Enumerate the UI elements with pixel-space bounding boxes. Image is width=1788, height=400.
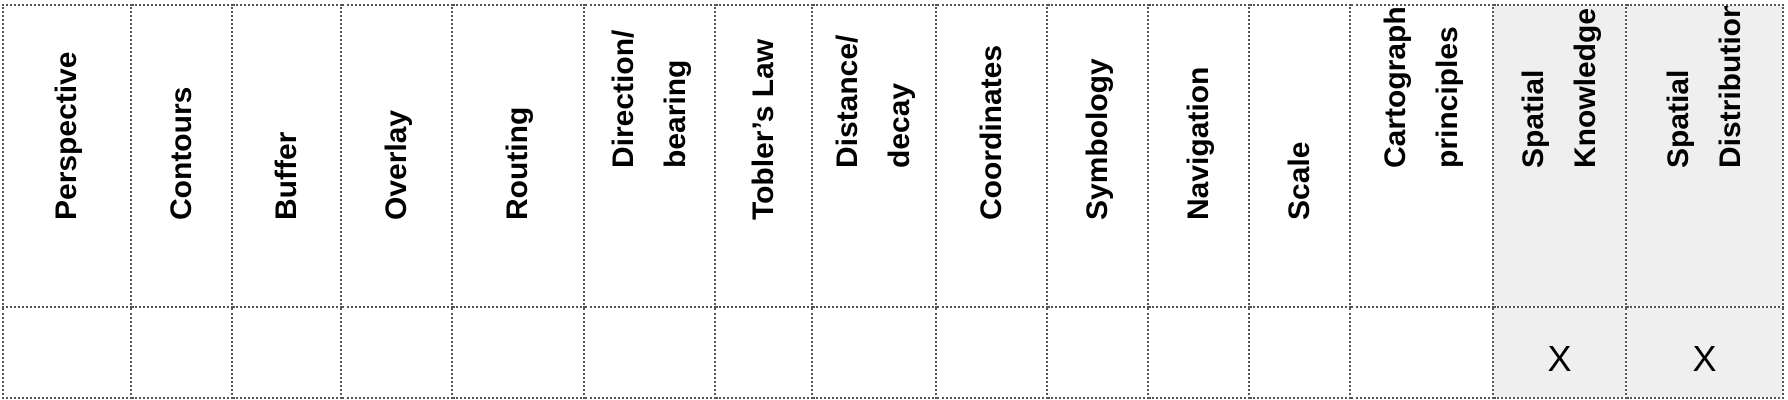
- mark-cell: [451, 306, 585, 399]
- header-cell: Contours: [130, 4, 233, 308]
- mark-cell: X: [1625, 306, 1784, 399]
- column-label: Direction/ bearing: [606, 29, 692, 168]
- column-label: Contours: [164, 86, 198, 220]
- column-label: Perspective: [50, 51, 83, 220]
- mark-cell: [340, 306, 453, 399]
- column-label: Distance/ decay: [831, 34, 916, 168]
- column-label: Buffer: [269, 131, 303, 220]
- column-label: Coordinates: [974, 44, 1008, 220]
- header-cell: Distance/ decay: [811, 4, 937, 308]
- header-cell: Cartographic principles: [1349, 4, 1494, 308]
- column-label: Routing: [501, 106, 534, 220]
- header-cell: Routing: [451, 4, 585, 308]
- column-label: Tobler’s Law: [746, 38, 780, 220]
- column-label: Cartographic principles: [1378, 5, 1464, 168]
- mark-row: X X: [2, 306, 1784, 399]
- mark-value: X: [1547, 337, 1572, 379]
- header-cell: Tobler’s Law: [714, 4, 813, 308]
- concept-table: Perspective Contours Buffer Overlay Rout…: [2, 4, 1784, 399]
- mark-cell: [1248, 306, 1351, 399]
- column-label: Symbology: [1080, 58, 1114, 220]
- header-cell: Coordinates: [935, 4, 1048, 308]
- mark-cell: [583, 306, 716, 399]
- mark-cell: X: [1492, 306, 1627, 399]
- mark-cell: [130, 306, 233, 399]
- mark-cell: [1349, 306, 1494, 399]
- column-label: Spatial Distribution: [1661, 5, 1747, 168]
- mark-cell: [935, 306, 1048, 399]
- header-cell: Overlay: [340, 4, 453, 308]
- column-label: Spatial Knowledge: [1516, 7, 1602, 168]
- mark-cell: [2, 306, 132, 399]
- mark-cell: [1147, 306, 1250, 399]
- header-cell: Perspective: [2, 4, 132, 308]
- header-cell: Spatial Distribution: [1625, 4, 1784, 308]
- header-row: Perspective Contours Buffer Overlay Rout…: [2, 4, 1784, 308]
- header-cell: Buffer: [231, 4, 342, 308]
- column-label: Scale: [1282, 141, 1316, 220]
- header-cell: Spatial Knowledge: [1492, 4, 1627, 308]
- header-cell: Symbology: [1046, 4, 1149, 308]
- mark-cell: [231, 306, 342, 399]
- column-label: Navigation: [1181, 66, 1215, 220]
- header-cell: Scale: [1248, 4, 1351, 308]
- header-cell: Direction/ bearing: [583, 4, 716, 308]
- column-label: Overlay: [379, 109, 413, 220]
- header-cell: Navigation: [1147, 4, 1250, 308]
- mark-cell: [811, 306, 937, 399]
- mark-cell: [1046, 306, 1149, 399]
- mark-value: X: [1692, 337, 1717, 379]
- mark-cell: [714, 306, 813, 399]
